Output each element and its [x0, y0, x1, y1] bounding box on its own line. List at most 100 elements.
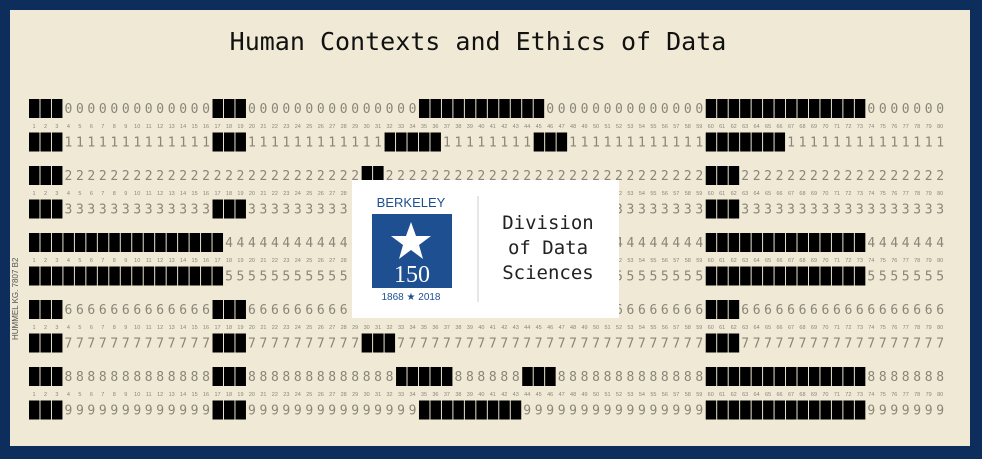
digit: 0	[99, 102, 107, 117]
digit: 5	[925, 270, 933, 285]
column-number: 4	[67, 191, 70, 197]
digit: 8	[374, 370, 382, 385]
column-number: 15	[192, 124, 198, 130]
hole	[189, 266, 201, 286]
column-number: 40	[478, 392, 484, 398]
digit: 8	[87, 370, 95, 385]
digit: 6	[890, 303, 898, 318]
column-number: 63	[742, 325, 748, 331]
digit: 5	[627, 270, 635, 285]
digit: 3	[776, 203, 784, 218]
hole	[464, 400, 476, 420]
hole	[808, 367, 820, 386]
digit: 6	[87, 303, 95, 318]
hole	[487, 99, 499, 118]
column-number: 60	[708, 325, 714, 331]
hole	[728, 166, 740, 185]
hole	[29, 266, 40, 286]
digit: 1	[867, 136, 875, 151]
hole	[717, 99, 728, 118]
digit: 2	[581, 169, 589, 184]
digit: 3	[799, 203, 807, 218]
hole	[223, 99, 235, 118]
column-number: 79	[926, 124, 932, 130]
digit: 4	[271, 236, 279, 251]
digit: 1	[523, 136, 531, 151]
digit: 2	[145, 169, 153, 184]
column-number: 77	[903, 325, 909, 331]
column-number: 47	[559, 325, 565, 331]
column-number: 71	[834, 325, 840, 331]
hole	[854, 99, 866, 118]
digit: 4	[661, 236, 669, 251]
digit: 6	[145, 303, 153, 318]
hole	[29, 333, 40, 353]
digit: 0	[363, 102, 371, 117]
digit: 2	[420, 169, 428, 184]
column-number: 27	[329, 191, 335, 197]
hole	[40, 266, 51, 286]
digit: 6	[684, 303, 692, 318]
digit: 9	[879, 404, 887, 419]
hole	[453, 99, 464, 118]
hole	[373, 333, 384, 353]
digit: 5	[936, 270, 944, 285]
digit: 3	[305, 203, 313, 218]
column-number: 62	[731, 325, 737, 331]
digit: 1	[99, 136, 107, 151]
hole	[97, 266, 109, 286]
hole	[510, 400, 522, 420]
hole	[740, 99, 751, 118]
column-number: 75	[880, 392, 886, 398]
hole	[728, 400, 740, 420]
column-number: 28	[341, 325, 347, 331]
digit: 1	[799, 136, 807, 151]
digit: 1	[810, 136, 818, 151]
column-number: 76	[891, 124, 897, 130]
digit: 7	[420, 337, 428, 352]
column-number: 50	[593, 325, 599, 331]
digit: 0	[890, 102, 898, 117]
digit: 9	[282, 404, 290, 419]
column-number: 1	[32, 124, 35, 130]
digit: 3	[317, 203, 325, 218]
digit: 7	[168, 337, 176, 352]
digit: 6	[776, 303, 784, 318]
digit: 0	[271, 102, 279, 117]
digit: 1	[856, 136, 864, 151]
column-number: 25	[306, 325, 312, 331]
digit: 7	[535, 337, 543, 352]
digit: 3	[259, 203, 267, 218]
digit: 2	[535, 169, 543, 184]
hole	[717, 300, 728, 319]
digit: 7	[248, 337, 256, 352]
digit: 2	[397, 169, 405, 184]
digit: 7	[432, 337, 440, 352]
hole	[143, 266, 155, 286]
digit: 7	[833, 337, 841, 352]
column-number: 26	[318, 258, 324, 264]
column-number: 20	[249, 258, 255, 264]
column-number: 63	[742, 124, 748, 130]
digit: 2	[432, 169, 440, 184]
digit: 3	[810, 203, 818, 218]
column-number: 25	[306, 191, 312, 197]
column-number: 23	[283, 124, 289, 130]
column-number: 41	[490, 392, 496, 398]
digit: 6	[156, 303, 164, 318]
digit: 7	[776, 337, 784, 352]
column-number: 7	[101, 124, 104, 130]
column-number: 64	[754, 325, 760, 331]
digit: 7	[822, 337, 830, 352]
column-number: 56	[662, 258, 668, 264]
column-number: 12	[157, 124, 163, 130]
column-number: 74	[868, 124, 874, 130]
hole	[29, 166, 40, 185]
digit: 4	[627, 236, 635, 251]
digit: 3	[844, 203, 852, 218]
column-number: 55	[650, 392, 656, 398]
hole	[717, 166, 728, 185]
hole	[705, 199, 717, 219]
digit: 5	[867, 270, 875, 285]
digit: 7	[649, 337, 657, 352]
